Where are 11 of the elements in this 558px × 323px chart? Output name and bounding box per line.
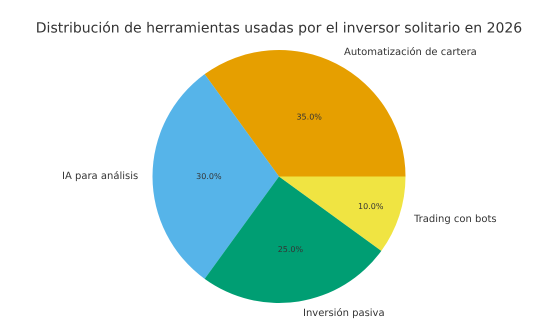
data-label: 25.0% (278, 245, 304, 254)
pie-slice (279, 176, 406, 251)
data-label: 30.0% (196, 172, 222, 181)
slice-label: Automatización de cartera (344, 47, 477, 58)
data-label: 10.0% (358, 202, 384, 211)
data-label: 35.0% (296, 112, 322, 122)
slice-label: Inversión pasiva (303, 308, 385, 319)
slice-label: IA para análisis (62, 171, 138, 182)
pie-slice (152, 74, 279, 279)
slice-label: Trading con bots (413, 214, 497, 225)
chart-title: Distribución de herramientas usadas por el inversor solitario en 2026 (36, 20, 522, 36)
